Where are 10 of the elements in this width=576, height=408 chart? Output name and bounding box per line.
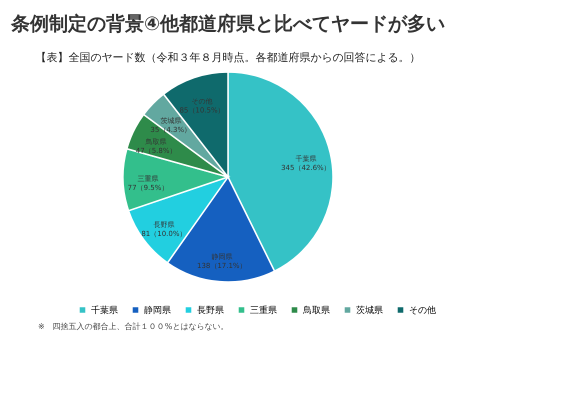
text: ※ 四捨五入の都合上、合計１００%とはならない。 [38, 322, 228, 331]
legend-label: 長野県 [197, 304, 224, 316]
legend-label: 千葉県 [91, 304, 118, 316]
chart-title: 条例制定の背景④他都道府県と比べてヤードが多い [10, 13, 446, 35]
legend-label: 茨城県 [356, 304, 383, 316]
legend-label: 鳥取県 [302, 304, 330, 316]
legend-label: 静岡県 [144, 304, 171, 316]
chart-subtitle: 【表】全国のヤード数（令和３年８月時点。各都道府県からの回答による。） [36, 51, 420, 64]
legend-label: 三重県 [250, 304, 277, 316]
legend-label: その他 [409, 304, 436, 316]
